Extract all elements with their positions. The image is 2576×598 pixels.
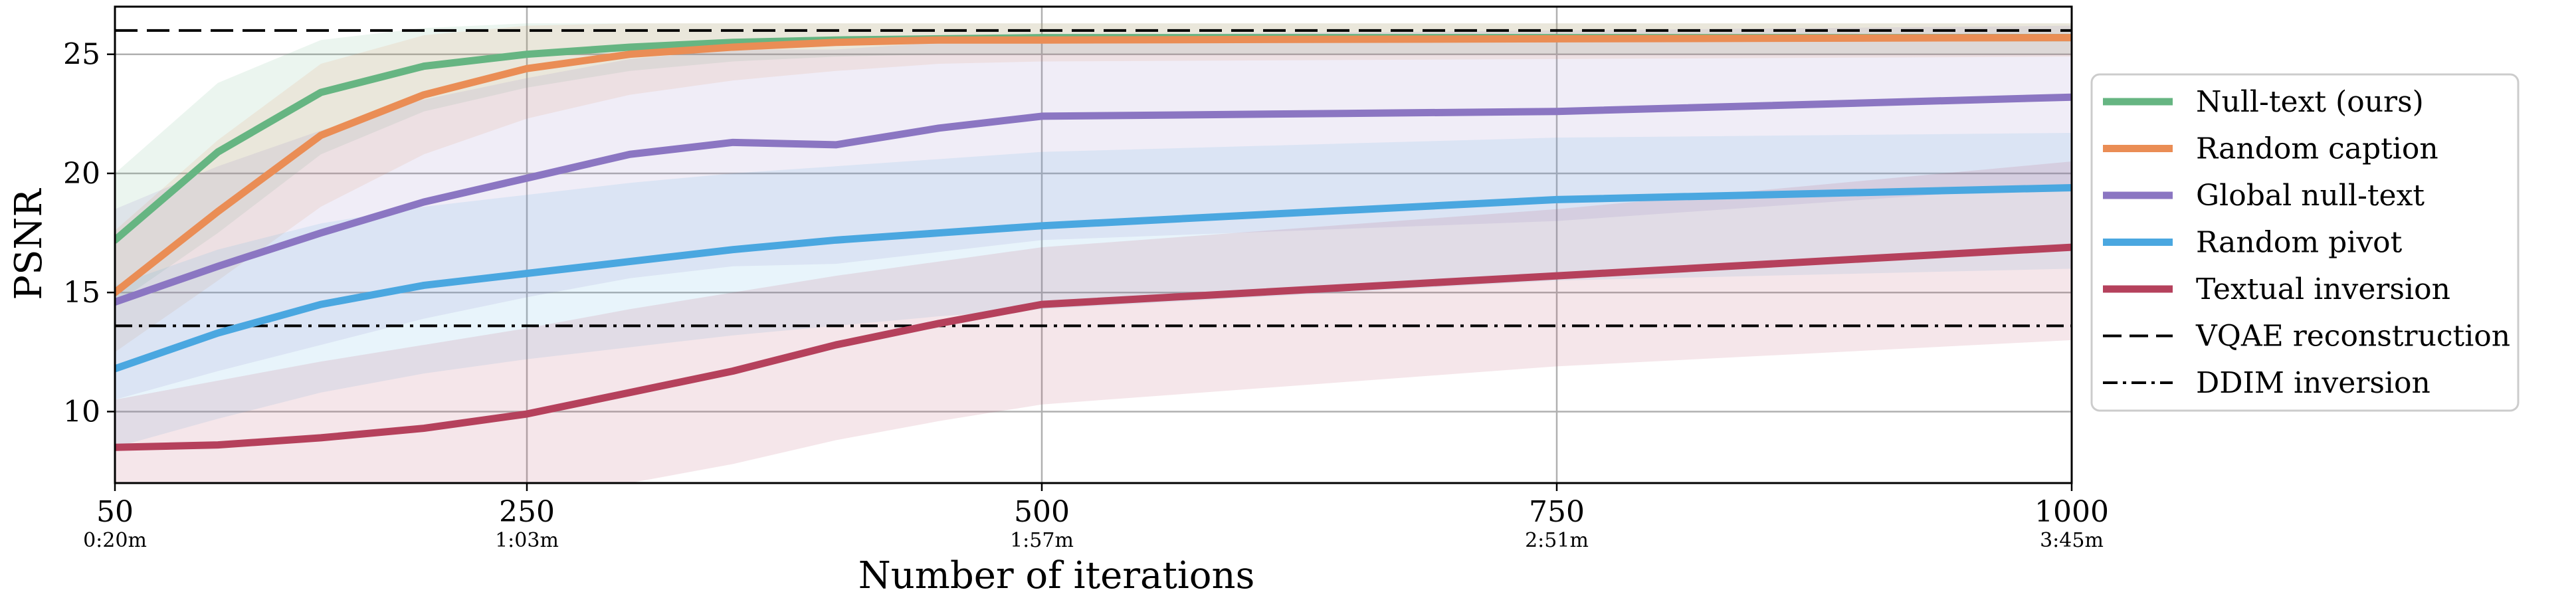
- x-tick-label-250: 250: [499, 495, 555, 529]
- series-line-random-caption: [115, 34, 2072, 296]
- x-tick-sublabel-500: 1:57m: [1010, 529, 1074, 552]
- plot-frame: [114, 5, 2073, 484]
- y-tick-label-10: 10: [63, 395, 100, 429]
- reference-lines: [115, 29, 2072, 328]
- x-tick-label-750: 750: [1529, 495, 1585, 529]
- y-tick-label-15: 15: [63, 276, 100, 310]
- series-lines: [115, 34, 2072, 451]
- x-tick-label-1000: 1000: [2034, 495, 2109, 529]
- series-line-global-null-text: [115, 93, 2072, 306]
- series-line-random-pivot: [115, 183, 2072, 373]
- legend-label-vqae-reconstruction: VQAE reconstruction: [2195, 320, 2510, 353]
- legend-frame: [2090, 73, 2520, 412]
- y-axis-label: PSNR: [7, 188, 50, 300]
- legend-label-global-null-text: Global null-text: [2196, 179, 2425, 213]
- x-tick-label-500: 500: [1014, 495, 1070, 529]
- legend-label-null-text-ours: Null-text (ours): [2196, 85, 2424, 119]
- legend-label-textual-inversion: Textual inversion: [2196, 272, 2450, 306]
- confidence-bands: [115, 23, 2072, 483]
- legend-label-random-pivot: Random pivot: [2196, 226, 2403, 260]
- x-tick-sublabel-1000: 3:45m: [2040, 529, 2104, 552]
- legend-label-random-caption: Random caption: [2196, 132, 2438, 166]
- legend: Null-text (ours) Random caption Global nul…: [2090, 73, 2520, 412]
- band-random-caption: [115, 23, 2072, 352]
- band-global-null-text: [115, 25, 2072, 400]
- y-tick-label-20: 20: [63, 157, 100, 191]
- band-textual-inversion: [115, 161, 2072, 483]
- band-random-pivot: [115, 133, 2072, 448]
- series-line-textual-inversion: [115, 243, 2072, 451]
- y-tick-label-25: 25: [63, 38, 100, 72]
- legend-label-ddim-inversion: DDIM inversion: [2196, 366, 2430, 400]
- x-axis-label: Number of iterations: [858, 554, 1255, 597]
- x-tick-label-50: 50: [96, 495, 134, 529]
- x-tick-sublabel-50: 0:20m: [83, 529, 147, 552]
- x-tick-sublabel-750: 2:51m: [1525, 529, 1589, 552]
- band-null-text-ours: [115, 23, 2072, 305]
- x-tick-sublabel-250: 1:03m: [495, 529, 559, 552]
